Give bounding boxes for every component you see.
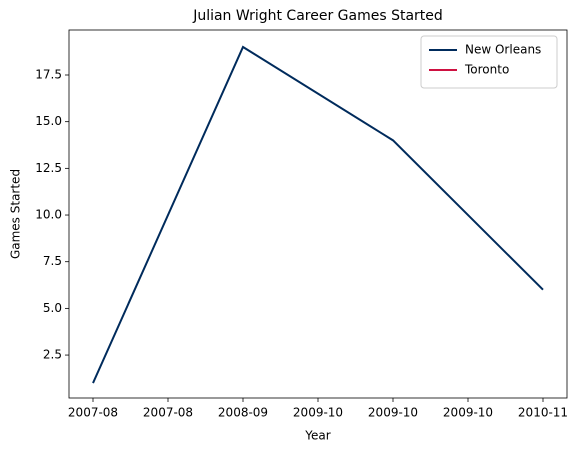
y-tick-label: 7.5 bbox=[43, 254, 62, 268]
x-tick-label: 2009-10 bbox=[443, 406, 493, 420]
y-tick-label: 5.0 bbox=[43, 301, 62, 315]
y-tick-label: 15.0 bbox=[35, 114, 62, 128]
y-tick-label: 12.5 bbox=[35, 161, 62, 175]
x-tick-label: 2007-08 bbox=[143, 406, 193, 420]
x-tick-label: 2010-11 bbox=[518, 406, 568, 420]
x-tick-label: 2008-09 bbox=[218, 406, 268, 420]
legend-label: Toronto bbox=[464, 63, 509, 77]
y-tick-label: 2.5 bbox=[43, 348, 62, 362]
y-axis-label: Games Started bbox=[9, 169, 23, 259]
x-tick-label: 2009-10 bbox=[293, 406, 343, 420]
chart-title: Julian Wright Career Games Started bbox=[192, 8, 443, 24]
x-tick-label: 2009-10 bbox=[368, 406, 418, 420]
y-tick-label: 17.5 bbox=[35, 67, 62, 81]
y-tick-label: 10.0 bbox=[35, 208, 62, 222]
x-axis-label: Year bbox=[304, 429, 330, 443]
legend-label: New Orleans bbox=[465, 43, 541, 57]
line-series bbox=[92, 45, 544, 384]
x-tick-label: 2007-08 bbox=[68, 406, 118, 420]
